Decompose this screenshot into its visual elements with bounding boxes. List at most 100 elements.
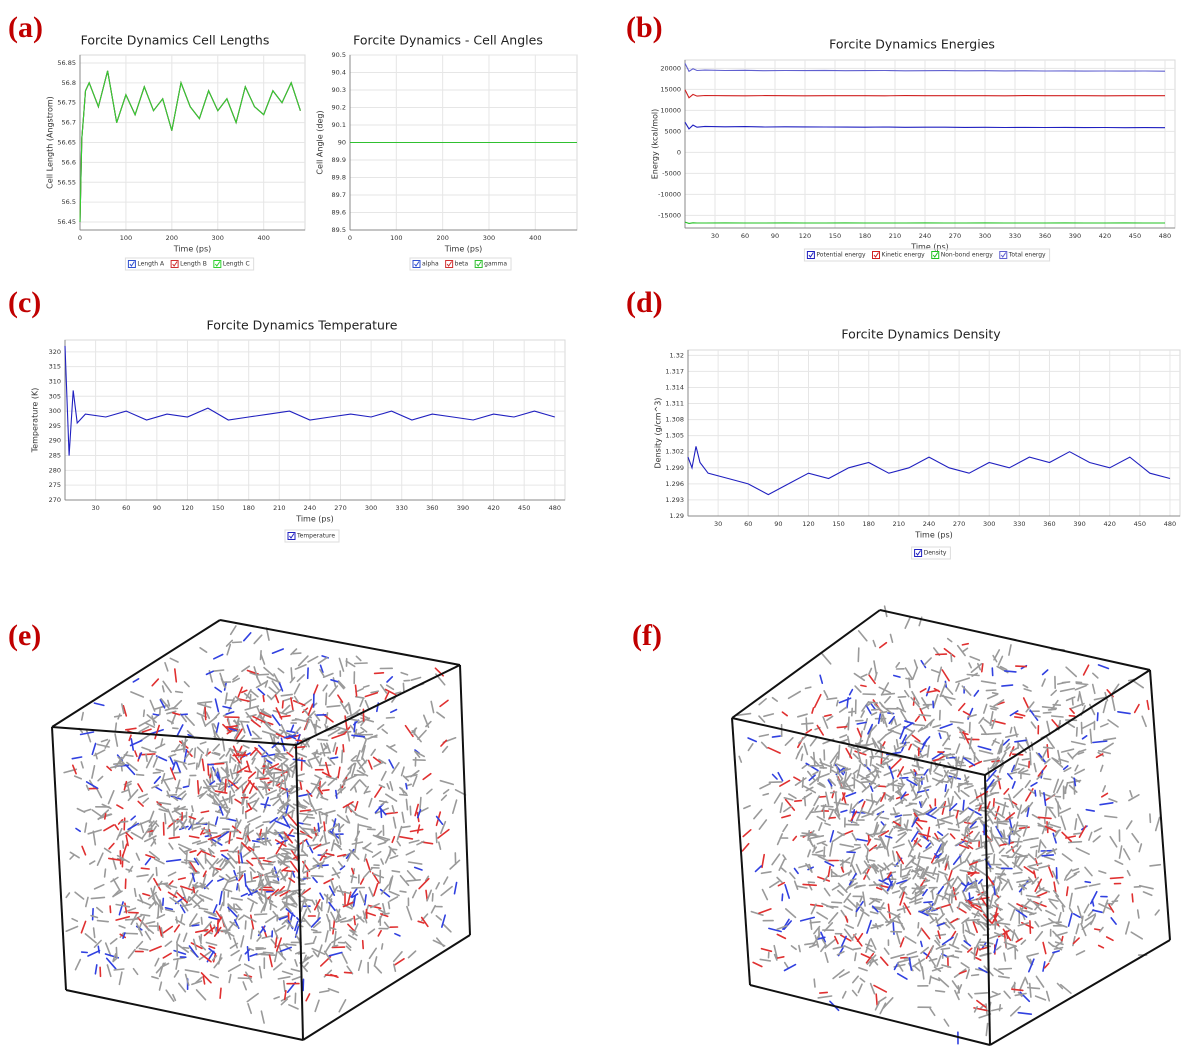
bond-stick xyxy=(399,837,413,839)
bond-stick xyxy=(1052,716,1063,717)
bond-stick xyxy=(938,931,940,938)
bond-stick xyxy=(852,834,856,841)
bond-stick xyxy=(403,826,411,827)
bond-stick xyxy=(916,820,927,822)
bond-stick xyxy=(940,684,945,697)
bond-stick xyxy=(230,755,231,763)
bond-stick xyxy=(778,883,784,886)
bond-stick xyxy=(1115,861,1123,865)
bond-stick xyxy=(169,754,176,756)
bond-stick xyxy=(221,850,228,851)
bond-stick xyxy=(150,751,156,752)
bond-stick xyxy=(256,949,265,950)
bond-stick xyxy=(155,822,158,826)
bond-stick xyxy=(1140,886,1153,889)
x-tick-label: 90 xyxy=(771,232,779,240)
bond-stick xyxy=(129,950,136,958)
bond-stick xyxy=(218,879,224,881)
bond-stick xyxy=(370,948,377,958)
bond-stick xyxy=(339,1000,345,1012)
bond-stick xyxy=(377,831,381,835)
bond-stick xyxy=(213,796,215,803)
bond-stick xyxy=(801,917,815,921)
bond-stick xyxy=(146,858,151,864)
bond-stick xyxy=(363,848,372,852)
bond-stick xyxy=(253,808,257,811)
bond-stick xyxy=(389,902,390,908)
bond-stick xyxy=(1005,671,1016,672)
bond-stick xyxy=(941,815,953,819)
bond-stick xyxy=(889,724,901,730)
bond-stick xyxy=(1020,979,1025,990)
bond-stick xyxy=(401,673,407,675)
bond-stick xyxy=(322,811,335,815)
bond-stick xyxy=(999,969,1011,970)
bond-stick xyxy=(820,675,822,683)
panel-label: (a) xyxy=(8,11,43,44)
bond-stick xyxy=(815,806,818,811)
bond-stick xyxy=(330,757,338,758)
bond-stick xyxy=(362,757,366,763)
bond-stick xyxy=(1002,880,1009,890)
bond-stick xyxy=(760,784,770,789)
bond-stick xyxy=(379,910,384,913)
bond-stick xyxy=(1000,1005,1001,1011)
bond-stick xyxy=(369,761,372,769)
bond-stick xyxy=(1056,830,1061,832)
bond-stick xyxy=(840,707,847,712)
bond-stick xyxy=(134,969,138,975)
bond-stick xyxy=(406,799,407,809)
bond-stick xyxy=(284,981,285,991)
bond-stick xyxy=(739,756,741,762)
bond-stick xyxy=(142,747,150,750)
box-edge xyxy=(460,665,470,935)
bond-stick xyxy=(176,788,181,789)
bond-stick xyxy=(918,929,922,936)
bond-stick xyxy=(754,810,762,819)
bond-stick xyxy=(818,856,828,861)
bond-stick xyxy=(1090,729,1091,743)
bond-stick xyxy=(937,956,941,966)
bond-stick xyxy=(292,720,298,721)
bond-stick xyxy=(82,713,84,720)
bond-stick xyxy=(308,657,318,662)
bond-stick xyxy=(315,721,317,733)
bond-stick xyxy=(907,820,909,828)
bond-stick xyxy=(829,818,835,819)
bond-stick xyxy=(375,966,381,973)
bond-stick xyxy=(895,719,897,725)
bond-stick xyxy=(355,802,358,810)
bond-stick xyxy=(881,903,884,908)
bond-stick xyxy=(814,753,815,765)
bond-stick xyxy=(780,803,782,812)
x-tick-label: 30 xyxy=(711,232,719,240)
bond-stick xyxy=(903,815,911,816)
chart-title: Forcite Dynamics Energies xyxy=(829,37,995,52)
bond-stick xyxy=(1132,894,1133,902)
bond-stick xyxy=(872,713,877,715)
bond-stick xyxy=(190,836,199,838)
bond-stick xyxy=(440,700,448,706)
bond-stick xyxy=(248,898,257,903)
bond-stick xyxy=(378,931,381,936)
y-tick-label: -10000 xyxy=(658,190,681,198)
bond-stick xyxy=(102,740,108,742)
y-tick-label: 1.296 xyxy=(665,480,684,488)
y-tick-label: 1.305 xyxy=(665,432,684,440)
bond-stick xyxy=(119,926,125,928)
bond-stick xyxy=(156,868,157,876)
bond-stick xyxy=(261,954,275,955)
bond-stick xyxy=(386,794,397,801)
bond-stick xyxy=(394,952,402,962)
bond-stick xyxy=(997,946,1001,949)
bond-stick xyxy=(165,814,166,824)
bond-stick xyxy=(276,695,279,702)
bond-stick xyxy=(87,730,91,742)
bond-stick xyxy=(1047,992,1050,1001)
bond-stick xyxy=(941,948,949,949)
bond-stick xyxy=(214,724,217,729)
bond-stick xyxy=(390,856,397,859)
bond-stick xyxy=(181,714,187,715)
bond-stick xyxy=(233,642,242,643)
y-axis-label: Cell Length (Angstrom) xyxy=(46,96,55,189)
